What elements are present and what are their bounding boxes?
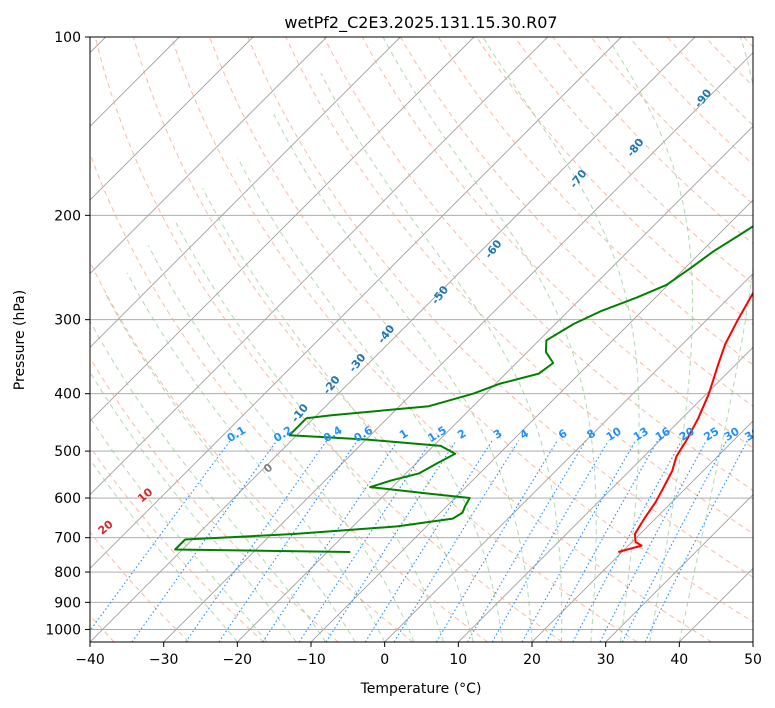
dry-adiabat: [399, 37, 753, 407]
isotherm-line: [90, 37, 622, 569]
moist-adiabat: [90, 320, 327, 642]
mixing-ratio-line: [572, 440, 683, 642]
x-tick-label: 20: [523, 652, 541, 668]
dry-adiabat: [209, 37, 753, 623]
mixing-ratio-line: [393, 440, 520, 642]
isotherm-line: [90, 37, 401, 348]
x-tick-label: 30: [597, 652, 615, 668]
isotherm-line: [90, 37, 254, 201]
dry-adiabats: [90, 37, 753, 642]
x-tick-label: −40: [75, 652, 105, 668]
isotherm-line: [237, 125, 753, 642]
chart-title: wetPf2_C2E3.2025.131.15.30.R07: [284, 13, 557, 33]
dry-adiabat: [247, 37, 753, 578]
y-tick-label: 1000: [45, 622, 81, 638]
dry-adiabat: [94, 37, 563, 642]
x-tick-label: −10: [296, 652, 326, 668]
isotherm-line: [605, 494, 753, 642]
dewpoint-profile-line: [174, 225, 753, 553]
mixing-ratio-line: [491, 440, 609, 642]
isotherm-line: [458, 346, 753, 642]
moist-adiabat: [90, 416, 268, 642]
isotherm-line: [90, 37, 475, 422]
x-tick-label: 10: [449, 652, 467, 668]
moist-adiabat: [382, 37, 597, 642]
mixing-ratio-line: [435, 440, 558, 642]
dry-adiabat: [90, 531, 190, 642]
mixing-ratio-lines: [90, 440, 748, 642]
y-axis-ticks: 100 200 300 400 500 600 700 800 900 1000: [45, 30, 90, 638]
dry-adiabat: [90, 260, 414, 642]
isotherm-line: [90, 37, 696, 642]
mixing-ratio-line: [364, 440, 493, 642]
isotherm-line: [531, 420, 753, 642]
moist-adiabats: [90, 37, 753, 642]
y-tick-label: 500: [54, 444, 81, 460]
mixing-ratio-line: [218, 440, 358, 642]
isotherm-line: [90, 37, 548, 496]
moist-adiabat: [104, 292, 356, 642]
y-tick-label: 200: [54, 208, 81, 224]
dry-adiabat: [437, 37, 753, 366]
moist-adiabat: [90, 458, 238, 642]
isotherm-line: [163, 52, 753, 642]
moist-adiabat: [90, 370, 297, 642]
y-tick-label: 600: [54, 491, 81, 507]
x-tick-label: 40: [670, 652, 688, 668]
x-tick-label: 50: [744, 652, 762, 668]
temperature-profile-line: [618, 290, 753, 553]
mixing-ratio-line: [131, 440, 278, 642]
moist-adiabat: [320, 72, 563, 642]
moist-adiabat: [202, 187, 474, 642]
mixing-ratio-label: 36: [743, 424, 763, 443]
y-axis-label: Pressure (hPa): [12, 290, 28, 390]
y-tick-label: 300: [54, 313, 81, 329]
mixing-ratio-line: [325, 440, 457, 642]
y-tick-label: 100: [54, 30, 81, 46]
mixing-ratio-line: [644, 440, 748, 642]
y-tick-label: 700: [54, 531, 81, 547]
x-tick-label: −20: [223, 652, 253, 668]
moist-adiabat: [237, 157, 503, 642]
y-tick-label: 400: [54, 387, 81, 403]
mixing-ratio-line: [521, 440, 637, 642]
moist-adiabat: [606, 37, 694, 642]
x-tick-label: −30: [149, 652, 179, 668]
dry-adiabat: [323, 37, 753, 491]
moist-adiabat: [147, 245, 415, 642]
dry-adiabat: [361, 37, 753, 449]
mixing-ratio-line: [185, 440, 328, 642]
x-tick-label: 0: [380, 652, 389, 668]
plot-area: -100-90-80-70-60-50-40-30-20-100.10.20.4…: [90, 37, 763, 642]
mixing-ratio-line: [298, 440, 432, 642]
isotherm-lines: [90, 37, 753, 642]
moist-adiabat: [482, 37, 640, 642]
mixing-ratio-line: [545, 440, 659, 642]
moist-adiabat: [126, 272, 386, 642]
plot-frame: [89, 36, 754, 643]
dry-adiabat: [285, 37, 753, 535]
mixing-ratio-line: [90, 440, 231, 632]
y-tick-label: 800: [54, 565, 81, 581]
isotherm-line: [384, 273, 753, 642]
moist-adiabat: [175, 221, 445, 642]
x-axis-ticks: −40 −30 −20 −10 0 10 20 30 40 50: [75, 642, 762, 668]
x-axis-label: Temperature (°C): [360, 681, 482, 697]
dry-adiabat: [90, 356, 339, 642]
sounding-series: [174, 225, 753, 553]
moist-adiabat: [273, 113, 533, 642]
mixing-ratio-line: [467, 440, 587, 642]
isobar-gridlines: [90, 214, 753, 630]
isotherm-line: [90, 37, 327, 275]
y-tick-label: 900: [54, 595, 81, 611]
dry-adiabat: [132, 37, 638, 642]
mixing-ratio-line: [262, 440, 399, 642]
